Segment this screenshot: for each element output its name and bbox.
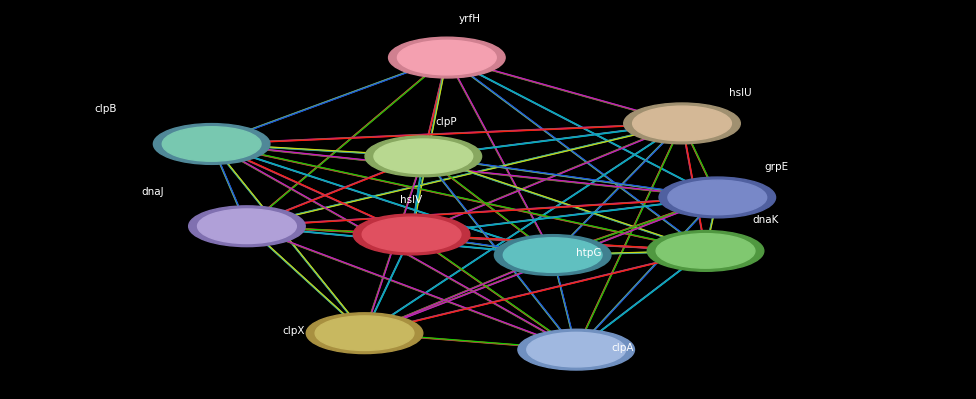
Circle shape bbox=[495, 235, 611, 275]
Circle shape bbox=[632, 106, 731, 141]
Text: grpE: grpE bbox=[764, 162, 789, 172]
Text: yrfH: yrfH bbox=[459, 14, 480, 24]
Text: hslV: hslV bbox=[400, 195, 422, 205]
Circle shape bbox=[365, 136, 481, 177]
Text: clpB: clpB bbox=[94, 105, 116, 115]
Circle shape bbox=[315, 316, 414, 350]
Circle shape bbox=[374, 139, 472, 174]
Circle shape bbox=[397, 40, 496, 75]
Text: hslU: hslU bbox=[729, 88, 752, 98]
Text: clpP: clpP bbox=[435, 117, 457, 127]
Circle shape bbox=[504, 238, 602, 272]
Circle shape bbox=[188, 206, 305, 247]
Text: dnaK: dnaK bbox=[752, 215, 779, 225]
Circle shape bbox=[362, 217, 461, 252]
Circle shape bbox=[656, 234, 754, 268]
Circle shape bbox=[647, 231, 764, 271]
Circle shape bbox=[518, 329, 634, 370]
Circle shape bbox=[353, 214, 469, 255]
Circle shape bbox=[527, 332, 626, 367]
Circle shape bbox=[668, 180, 767, 215]
Text: htpG: htpG bbox=[576, 248, 601, 258]
Text: dnaJ: dnaJ bbox=[142, 187, 164, 197]
Text: clpA: clpA bbox=[612, 343, 634, 353]
Circle shape bbox=[624, 103, 741, 144]
Text: clpX: clpX bbox=[282, 326, 305, 336]
Circle shape bbox=[162, 127, 261, 161]
Circle shape bbox=[306, 313, 423, 354]
Circle shape bbox=[153, 124, 270, 164]
Circle shape bbox=[388, 37, 506, 78]
Circle shape bbox=[659, 177, 776, 218]
Circle shape bbox=[197, 209, 297, 243]
